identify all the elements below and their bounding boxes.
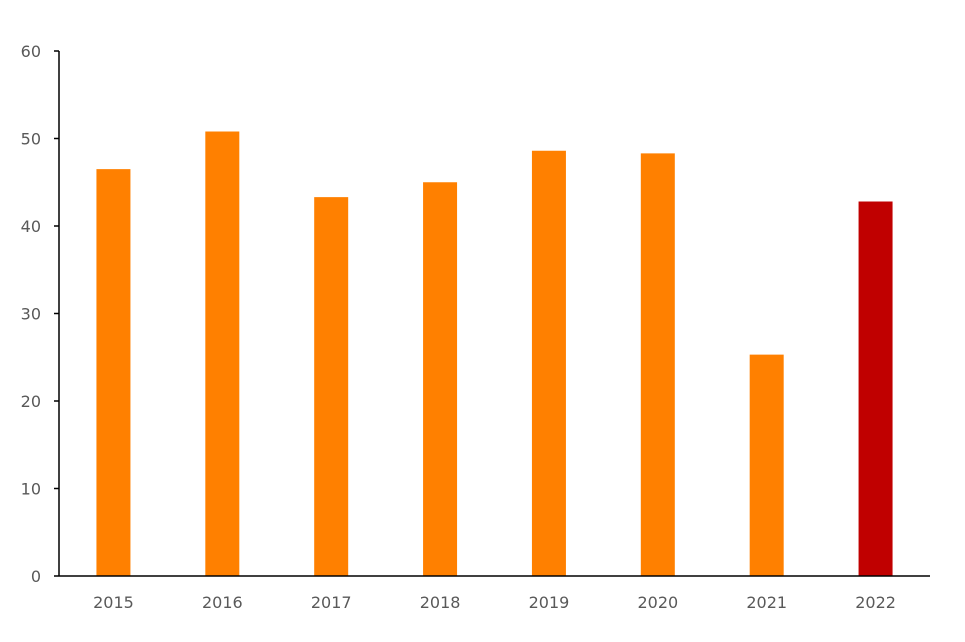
x-axis: 2015 2016 2017 2018 2019 2020 2021 2022 (59, 575, 930, 612)
bar-2018 (423, 182, 458, 576)
bar-2019 (531, 150, 566, 576)
y-axis: 0 10 20 30 40 50 60 (21, 42, 60, 586)
bar-2015 (96, 169, 131, 576)
y-tick-label: 20 (21, 392, 41, 411)
y-tick-label: 60 (21, 42, 41, 61)
x-tick-label: 2017 (311, 593, 352, 612)
bar-2021 (749, 354, 784, 576)
bars-group (96, 131, 893, 576)
x-tick-label: 2018 (420, 593, 461, 612)
y-tick-label: 10 (21, 480, 41, 499)
x-tick-label: 2021 (746, 593, 787, 612)
x-tick-label: 2020 (637, 593, 678, 612)
y-tick-label: 30 (21, 305, 41, 324)
bar-2016 (205, 131, 240, 576)
x-tick-label: 2019 (529, 593, 570, 612)
bar-2022 (858, 201, 893, 576)
x-tick-label: 2016 (202, 593, 243, 612)
x-tick-label: 2022 (855, 593, 896, 612)
bar-2017 (314, 197, 349, 576)
x-tick-label: 2015 (93, 593, 134, 612)
y-tick-label: 40 (21, 217, 41, 236)
y-tick-label: 50 (21, 130, 41, 149)
y-tick-label: 0 (31, 567, 41, 586)
bar-2020 (640, 153, 675, 576)
